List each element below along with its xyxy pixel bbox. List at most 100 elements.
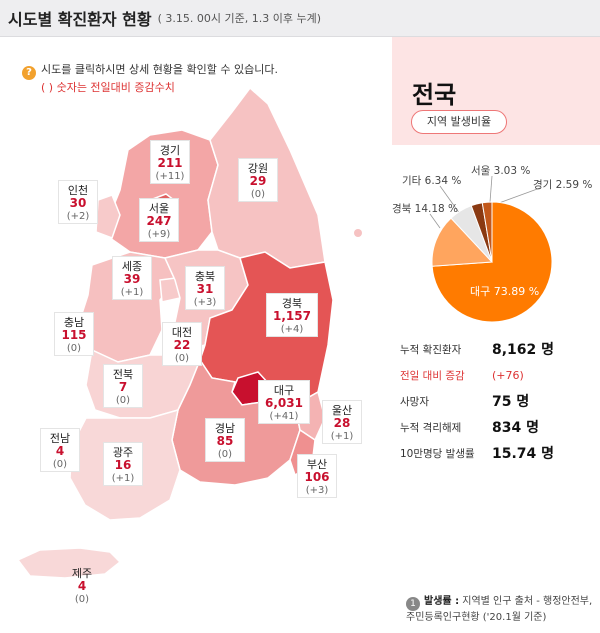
region-diff: (0) <box>174 353 190 364</box>
region-name: 충북 <box>194 270 216 283</box>
region-label-daejeon[interactable]: 대전 22 (0) <box>162 322 202 366</box>
stat-rate: 10만명당 발생률 15.74 명 <box>400 440 590 466</box>
pie-label-gyeongbuk: 경북 14.18 % <box>392 203 459 215</box>
map-region-incheon[interactable] <box>95 194 121 239</box>
region-name: 세종 <box>121 260 143 273</box>
region-name: 제주 <box>71 567 93 580</box>
stat-label: 전일 대비 증감 <box>400 369 465 382</box>
region-diff: (+9) <box>147 229 171 240</box>
region-label-jeonnam[interactable]: 전남 4 (0) <box>40 428 80 472</box>
region-count: 106 <box>304 470 330 484</box>
region-count: 211 <box>157 156 183 170</box>
stat-value: 75 명 <box>492 394 530 410</box>
region-name: 경기 <box>159 144 181 157</box>
region-count: 31 <box>196 282 214 296</box>
region-diff: (+3) <box>305 485 329 496</box>
region-count: 4 <box>55 444 65 458</box>
info-block: ? 시도를 클릭하시면 상세 현황을 확인할 수 있습니다. ( ) 숫자는 전일… <box>22 62 278 95</box>
region-label-daegu[interactable]: 대구 6,031 (+41) <box>258 380 310 424</box>
title-bar: 시도별 확진환자 현황 ( 3.15. 00시 기준, 1.3 이후 누계) <box>0 0 600 37</box>
region-label-sejong[interactable]: 세종 39 (+1) <box>112 256 152 300</box>
region-diff: (+11) <box>155 171 185 182</box>
footnote-text: 지역별 인구 출처 - 행정안전부, 주민등록인구현황 ('20.1월 기준) <box>406 596 593 623</box>
region-label-chungnam[interactable]: 충남 115 (0) <box>54 312 94 356</box>
region-count: 115 <box>61 328 87 342</box>
region-label-seoul[interactable]: 서울 247 (+9) <box>139 198 179 242</box>
region-label-gyeongnam[interactable]: 경남 85 (0) <box>205 418 245 462</box>
region-count: 39 <box>123 272 141 286</box>
region-label-jeonbuk[interactable]: 전북 7 (0) <box>103 364 143 408</box>
region-name: 대구 <box>273 384 295 397</box>
stat-label: 누적 확진환자 <box>400 343 462 356</box>
map-island-ulleung <box>354 229 362 237</box>
region-label-gwangju[interactable]: 광주 16 (+1) <box>103 442 143 486</box>
stat-death: 사망자 75 명 <box>400 388 590 414</box>
nationwide-header: 전국 지역 발생비율 <box>392 37 600 145</box>
page-subtitle: ( 3.15. 00시 기준, 1.3 이후 누계) <box>157 12 322 25</box>
region-name: 서울 <box>148 202 170 215</box>
region-count: 4 <box>77 579 87 593</box>
question-icon: ? <box>22 66 36 80</box>
pie-label-seoul: 서울 3.03 % <box>471 165 531 177</box>
region-label-gangwon[interactable]: 강원 29 (0) <box>238 158 278 202</box>
region-count: 29 <box>249 174 267 188</box>
region-name: 울산 <box>331 404 353 417</box>
region-diff: (+1) <box>111 473 135 484</box>
region-label-busan[interactable]: 부산 106 (+3) <box>297 454 337 498</box>
region-name: 광주 <box>112 446 134 459</box>
region-name: 강원 <box>247 162 269 175</box>
region-name: 전남 <box>49 432 71 445</box>
region-count: 7 <box>118 380 128 394</box>
stat-label: 누적 격리해제 <box>400 421 462 434</box>
region-count: 6,031 <box>265 396 303 410</box>
region-count: 30 <box>69 196 87 210</box>
region-diff: (+3) <box>193 297 217 308</box>
pie-label-gita: 기타 6.34 % <box>402 175 462 187</box>
region-name: 충남 <box>63 316 85 329</box>
region-diff: (0) <box>250 189 266 200</box>
region-label-ulsan[interactable]: 울산 28 (+1) <box>322 400 362 444</box>
region-diff: (0) <box>52 459 68 470</box>
ratio-pill: 지역 발생비율 <box>411 110 507 134</box>
map-region-jeju[interactable] <box>16 547 122 579</box>
nationwide-title: 전국 <box>412 81 457 109</box>
pie-label-daegu: 대구 73.89 % <box>470 285 540 298</box>
region-diff: (0) <box>74 594 90 605</box>
region-count: 16 <box>114 458 132 472</box>
region-diff: (0) <box>115 395 131 406</box>
region-name: 경북 <box>281 297 303 310</box>
region-count: 1,157 <box>273 309 311 323</box>
region-name: 경남 <box>214 422 236 435</box>
region-diff: (0) <box>66 343 82 354</box>
region-label-gyeonggi[interactable]: 경기 211 (+11) <box>150 140 190 184</box>
region-diff: (+1) <box>120 287 144 298</box>
region-diff: (+4) <box>280 324 304 335</box>
region-label-chungbuk[interactable]: 충북 31 (+3) <box>185 266 225 310</box>
stat-value: (+76) <box>492 368 524 382</box>
region-count: 22 <box>173 338 191 352</box>
region-name: 대전 <box>171 326 193 339</box>
region-count: 28 <box>333 416 351 430</box>
region-diff: (0) <box>217 449 233 460</box>
region-name: 부산 <box>306 458 328 471</box>
region-label-jeju[interactable]: 제주 4 (0) <box>62 564 102 608</box>
stats-block: 누적 확진환자 8,162 명 전일 대비 증감 (+76) 사망자 75 명 … <box>400 336 590 466</box>
region-label-gyeongbuk[interactable]: 경북 1,157 (+4) <box>266 293 318 337</box>
region-label-incheon[interactable]: 인천 30 (+2) <box>58 180 98 224</box>
stat-label: 사망자 <box>400 395 429 408</box>
footnote-label: 발생률 : <box>424 596 460 607</box>
page-title: 시도별 확진환자 현황 <box>8 10 152 29</box>
region-diff: (+1) <box>330 431 354 442</box>
region-name: 인천 <box>67 184 89 197</box>
region-name: 전북 <box>112 368 134 381</box>
stat-total: 누적 확진환자 8,162 명 <box>400 336 590 362</box>
region-diff: (+41) <box>269 411 299 422</box>
stat-label: 10만명당 발생률 <box>400 447 475 460</box>
stat-value: 8,162 명 <box>492 342 555 358</box>
pie-label-gyeonggi: 경기 2.59 % <box>533 179 593 191</box>
region-diff: (+2) <box>66 211 90 222</box>
region-count: 247 <box>146 214 172 228</box>
stat-release: 누적 격리해제 834 명 <box>400 414 590 440</box>
region-count: 85 <box>216 434 234 448</box>
stat-value: 15.74 명 <box>492 446 555 462</box>
